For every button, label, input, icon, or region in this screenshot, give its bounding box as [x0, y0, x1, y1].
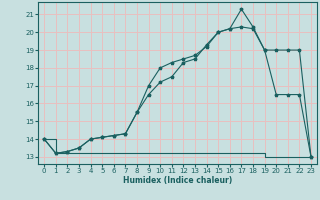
X-axis label: Humidex (Indice chaleur): Humidex (Indice chaleur): [123, 176, 232, 185]
